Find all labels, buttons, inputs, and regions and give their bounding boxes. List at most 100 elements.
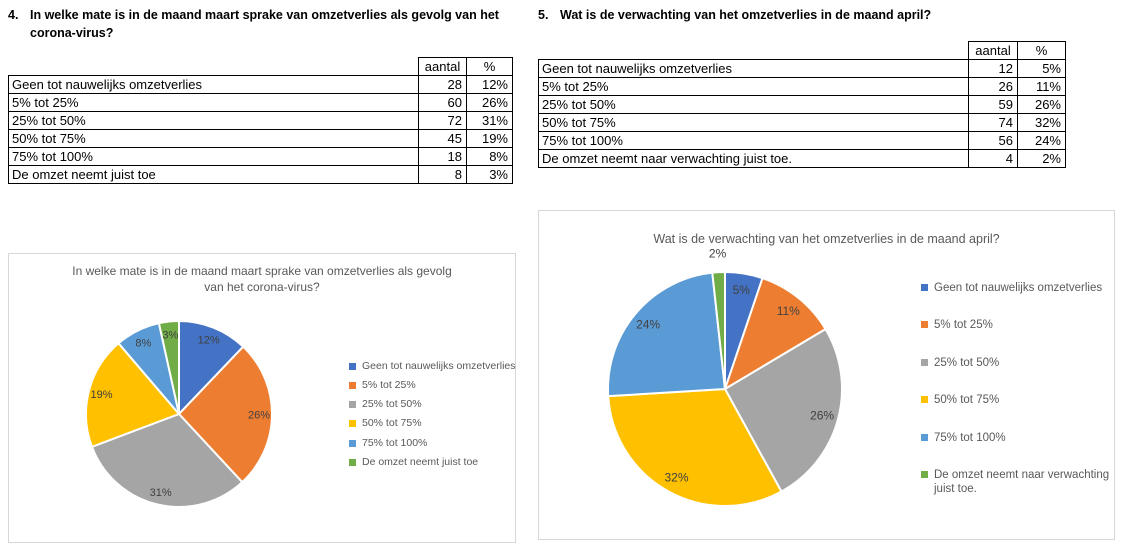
question-4-number: 4. — [8, 8, 19, 22]
question-5: 5. Wat is de verwachting van het omzetver… — [538, 6, 1116, 24]
percent-cell: 8% — [466, 147, 513, 166]
legend-color-swatch-icon — [921, 284, 928, 291]
legend-color-swatch-icon — [921, 358, 928, 366]
aantal-cell: 12 — [968, 59, 1018, 78]
legend-item: 75% tot 100% — [349, 437, 516, 450]
table-row: Geen tot nauwelijks omzetverlies 28 12% — [8, 75, 513, 94]
legend-item: Geen tot nauwelijks omzetverlies — [349, 360, 516, 373]
pie-data-label: 12% — [198, 335, 220, 347]
legend-color-swatch-icon — [349, 420, 356, 428]
percent-cell: 2% — [1017, 149, 1066, 168]
legend-label: 75% tot 100% — [934, 431, 1006, 444]
legend-item: 50% tot 75% — [921, 393, 1114, 407]
row-label-cell: 50% tot 75% — [538, 113, 969, 132]
pie-slice-3 — [724, 328, 843, 493]
question-5-title: Wat is de verwachting van het omzetverli… — [560, 8, 932, 22]
percent-cell: 12% — [466, 75, 513, 94]
aantal-cell: 72 — [418, 111, 467, 130]
pie-chart-panel-march: In welke mate is in de maand maart sprak… — [8, 253, 516, 543]
pie-april: 5% 11% 26% 32% 24% 2% — [607, 247, 843, 507]
table-row: 50% tot 75% 74 32% — [538, 113, 1066, 132]
percent-cell: 19% — [466, 129, 513, 148]
pie-data-label: 11% — [777, 304, 800, 318]
legend-label: 25% tot 50% — [362, 398, 422, 411]
pie-slice-6 — [157, 319, 180, 415]
legend-item: 50% tot 75% — [349, 417, 516, 430]
table-header-row: aantal% — [9, 57, 513, 76]
legend-item: 25% tot 50% — [921, 356, 1114, 370]
legend-label: 25% tot 50% — [934, 356, 1000, 369]
legend-item: Geen tot nauwelijks omzetverlies — [921, 281, 1114, 295]
aantal-cell: 59 — [968, 95, 1018, 114]
column-header-percent: % — [1017, 41, 1066, 60]
aantal-cell: 18 — [418, 147, 467, 166]
legend-color-swatch-icon — [921, 321, 928, 329]
legend-color-swatch-icon — [921, 470, 928, 478]
question-4-title: In welke mate is in de maand maart sprak… — [30, 8, 499, 41]
pie-slice-2 — [178, 345, 273, 484]
results-table-march: aantal% Geen tot nauwelijks omzetverlies 2… — [8, 57, 513, 184]
pie-slice-3 — [90, 413, 244, 508]
pie-slice-1 — [178, 320, 245, 415]
percent-cell: 11% — [1017, 77, 1066, 96]
row-label-cell: 5% tot 25% — [8, 93, 419, 112]
table-row: 25% tot 50% 59 26% — [538, 95, 1066, 114]
pie-data-label: 8% — [135, 337, 151, 349]
legend-item: 75% tot 100% — [921, 431, 1114, 445]
legend-color-swatch-icon — [349, 458, 356, 466]
legend-label: Geen tot nauwelijks omzetverlies — [934, 282, 1103, 294]
table-row: 5% tot 25% 26 11% — [538, 77, 1066, 96]
pie-march: 12% 26% 31% 19% 8% 3% — [85, 319, 273, 508]
legend-item: De omzet neemt juist toe — [349, 456, 516, 469]
pie-data-label: 5% — [733, 283, 751, 297]
results-table-april: aantal% Geen tot nauwelijks omzetverlies 1… — [538, 41, 1066, 168]
table-row: De omzet neemt naar verwachting juist to… — [538, 149, 1066, 168]
table-row: 75% tot 100% 56 24% — [538, 131, 1066, 150]
legend-color-swatch-icon — [349, 401, 356, 409]
aantal-cell: 45 — [418, 129, 467, 148]
column-header-percent: % — [466, 57, 513, 76]
legend-color-swatch-icon — [349, 382, 356, 390]
column-header-aantal: aantal — [418, 57, 467, 76]
row-label-cell: 5% tot 25% — [538, 77, 969, 96]
legend-label: De omzet neemt naar verwachting juist to… — [934, 468, 1110, 496]
chart-title-april: Wat is de verwachting van het omzetverli… — [653, 232, 1000, 246]
percent-cell: 5% — [1017, 59, 1066, 78]
legend-label: 5% tot 25% — [362, 379, 416, 392]
legend-item: 5% tot 25% — [349, 379, 516, 392]
legend-label: 75% tot 100% — [362, 436, 428, 449]
legend-color-swatch-icon — [349, 363, 356, 370]
percent-cell: 31% — [466, 111, 513, 130]
pie-slice-4 — [85, 342, 180, 448]
pie-data-label: 3% — [162, 329, 178, 341]
table-row: 50% tot 75% 45 19% — [8, 129, 513, 148]
row-label-cell: De omzet neemt juist toe — [8, 165, 419, 184]
legend-april: Geen tot nauwelijks omzetverlies 5% tot 2… — [921, 281, 1114, 497]
row-label-cell: Geen tot nauwelijks omzetverlies — [8, 75, 419, 94]
header-spacer-cell — [539, 42, 969, 60]
pie-slice-6 — [711, 270, 726, 390]
row-label-cell: Geen tot nauwelijks omzetverlies — [538, 59, 969, 78]
table-row: Geen tot nauwelijks omzetverlies 12 5% — [538, 59, 1066, 78]
aantal-cell: 8 — [418, 165, 467, 184]
legend-color-swatch-icon — [921, 433, 928, 441]
percent-cell: 3% — [466, 165, 513, 184]
pie-data-label: 24% — [636, 317, 660, 331]
percent-cell: 26% — [1017, 95, 1066, 114]
aantal-cell: 60 — [418, 93, 467, 112]
percent-cell: 24% — [1017, 131, 1066, 150]
table-row: De omzet neemt juist toe 8 3% — [8, 165, 513, 184]
legend-label: 50% tot 75% — [934, 394, 1000, 407]
legend-label: Geen tot nauwelijks omzetverlies — [362, 360, 516, 372]
pie-data-label: 32% — [664, 470, 688, 484]
row-label-cell: 25% tot 50% — [8, 111, 419, 130]
row-label-cell: 25% tot 50% — [538, 95, 969, 114]
legend-march: Geen tot nauwelijks omzetverlies 5% tot 2… — [349, 360, 516, 469]
pie-slice-5 — [607, 271, 726, 398]
percent-cell: 32% — [1017, 113, 1066, 132]
question-4: 4. In welke mate is in de maand maart spr… — [8, 6, 508, 42]
legend-label: 50% tot 75% — [362, 417, 422, 430]
aantal-cell: 56 — [968, 131, 1018, 150]
question-5-number: 5. — [538, 8, 549, 22]
